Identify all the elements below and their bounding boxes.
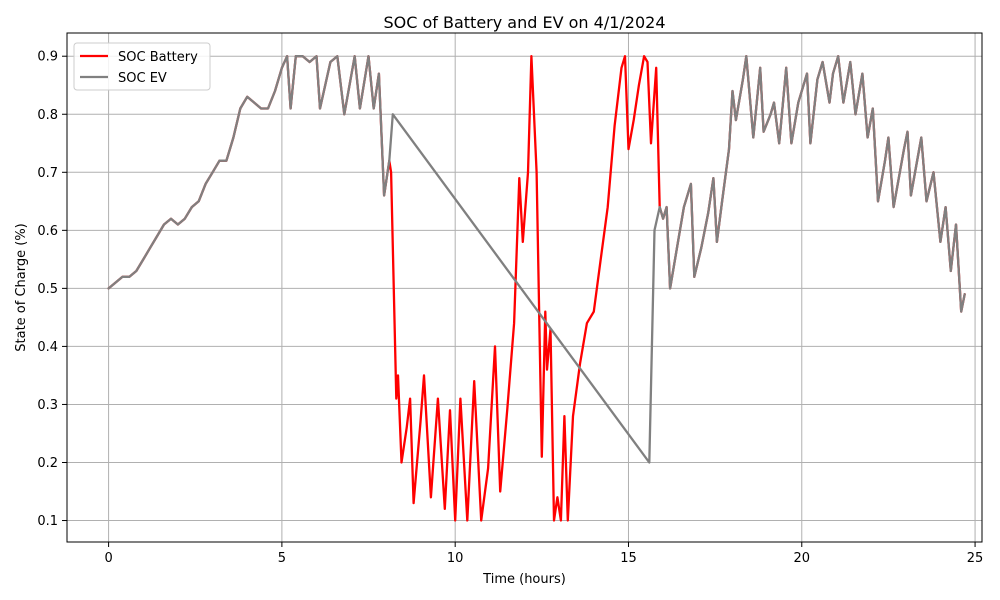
series-lines [107,55,966,522]
y-tick-label: 0.6 [37,224,58,239]
y-tick-label: 0.5 [37,282,58,297]
x-axis-title: Time (hours) [482,572,566,587]
y-tick-label: 0.3 [37,398,58,413]
legend-label: SOC Battery [118,50,198,65]
y-tick-label: 0.7 [37,166,58,181]
x-tick-label: 15 [620,551,637,566]
legend: SOC Battery SOC EV [73,42,211,91]
x-tick-label: 0 [104,551,112,566]
y-tick-label: 0.8 [37,108,58,123]
x-tick-label: 25 [967,551,984,566]
y-tick-label: 0.4 [37,340,58,355]
grid-lines [67,33,982,542]
axis-ticks: 0 5 10 15 20 25 0.1 0.2 0.3 0.4 0.5 0.6 0.7 0.8 0.9 [37,50,983,566]
legend-label: SOC EV [118,71,167,86]
chart-title: SOC of Battery and EV on 4/1/2024 [383,13,665,32]
y-axis-title: State of Charge (%) [14,223,29,351]
y-tick-label: 0.2 [37,456,58,471]
x-tick-label: 20 [793,551,810,566]
y-tick-label: 0.9 [37,50,58,65]
plot-frame [66,32,983,543]
y-tick-label: 0.1 [37,514,58,529]
x-tick-label: 5 [278,551,286,566]
legend-box [73,42,211,91]
x-tick-label: 10 [447,551,464,566]
series-line-soc-ev [107,55,966,464]
